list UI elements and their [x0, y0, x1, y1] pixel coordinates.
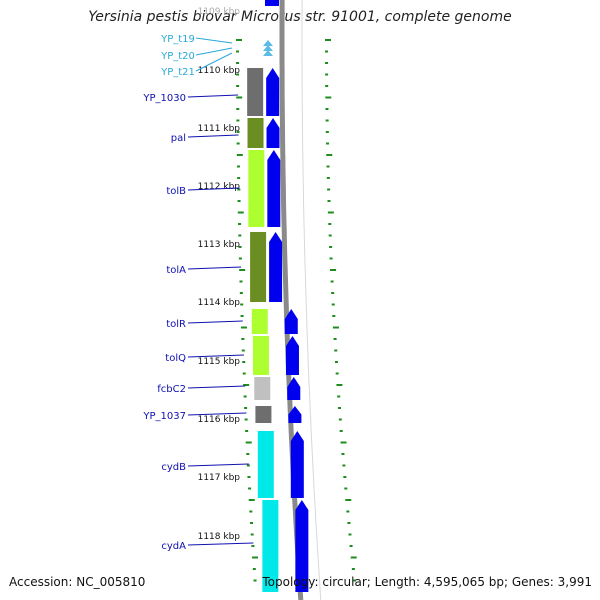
label-leader [187, 354, 244, 358]
cog-block [247, 118, 264, 148]
gene-arrow [266, 68, 280, 116]
left-ruler-ticks [236, 39, 259, 582]
forward-strand-layer [263, 0, 309, 592]
gene-arrow [288, 406, 302, 423]
ruler-label: 1113 kbp [198, 240, 241, 250]
gene-label: fcbC2 [157, 384, 186, 395]
ruler-labels-layer: 1109 kbp 1110 kbp 1111 kbp 1112 kbp 1113 kbp… [198, 7, 241, 542]
ruler-label: 1116 kbp [198, 415, 241, 425]
gene-label: tolA [166, 265, 186, 276]
trna-label: YP_t20 [160, 51, 195, 62]
gene-label: tolQ [165, 353, 186, 364]
backbone-arc [279, 0, 304, 600]
gene-label: cydA [161, 541, 186, 552]
trna-label: YP_t19 [160, 34, 195, 45]
gene-label: pal [171, 133, 186, 144]
ruler-label: 1110 kbp [198, 66, 241, 76]
cog-block [255, 406, 272, 423]
ruler-label: 1109 kbp [198, 7, 241, 17]
trna-arrow [263, 40, 274, 46]
map-title: Yersinia pestis biovar Microtus str. 910… [88, 9, 512, 25]
label-leader [187, 134, 239, 138]
gene-arrow [285, 336, 299, 375]
cog-block [254, 377, 271, 400]
gene-label: cydB [161, 462, 186, 473]
backbone-edge [301, 0, 322, 600]
label-leader [195, 37, 233, 44]
gene-arrow-partial [265, 0, 279, 6]
backbone-layer [279, 0, 322, 600]
label-leader [187, 266, 242, 270]
label-leader [187, 463, 249, 467]
gene-label: YP_1037 [142, 411, 186, 422]
label-leader [187, 187, 240, 191]
cog-category-layer [247, 68, 279, 592]
trna-label: YP_t21 [160, 67, 195, 78]
gene-label: tolR [166, 319, 186, 330]
right-ruler-ticks [325, 39, 357, 582]
gene-arrow [290, 431, 304, 498]
gene-arrow [266, 118, 280, 148]
gene-label: tolB [166, 186, 186, 197]
gene-arrow [295, 500, 309, 592]
cog-block [262, 500, 279, 592]
cog-block [248, 150, 265, 227]
cog-block [250, 232, 267, 302]
cog-block [257, 431, 274, 498]
gene-arrow [269, 232, 283, 302]
ruler-label: 1114 kbp [198, 298, 241, 308]
ruler-label: 1117 kbp [198, 473, 241, 483]
gene-arrow [287, 377, 301, 400]
ruler-label: 1112 kbp [198, 182, 241, 192]
ruler-label: 1115 kbp [198, 357, 241, 367]
ruler-label: 1118 kbp [198, 532, 241, 542]
label-leader [195, 47, 233, 56]
label-leader [195, 52, 233, 72]
label-leader [187, 385, 246, 389]
gene-label: YP_1030 [142, 93, 186, 104]
cog-block [251, 309, 268, 334]
label-leader [187, 542, 254, 546]
cog-block [252, 336, 269, 375]
gene-arrow [267, 150, 281, 227]
ruler-label: 1111 kbp [198, 124, 241, 134]
label-leader [187, 94, 239, 98]
trna-arrow [263, 45, 274, 51]
trna-arrow [263, 50, 274, 56]
accession-text: Accession: NC_005810 [9, 575, 146, 589]
label-leader [187, 412, 247, 416]
gene-arrow [284, 309, 298, 334]
genome-summary-text: Topology: circular; Length: 4,595,065 bp… [262, 575, 592, 589]
label-leader [187, 320, 243, 324]
cog-block [247, 68, 264, 116]
